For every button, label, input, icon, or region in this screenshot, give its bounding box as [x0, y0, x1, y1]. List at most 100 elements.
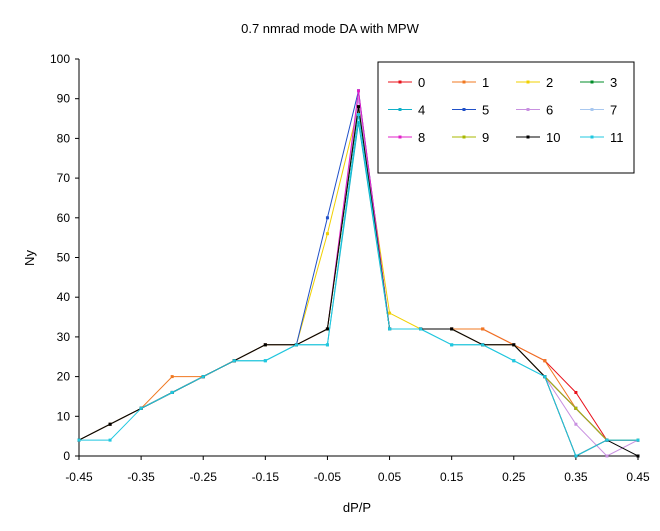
legend-label: 11 — [610, 130, 624, 145]
y-axis-label: Ny — [22, 250, 37, 266]
legend-swatch-marker — [590, 108, 594, 111]
legend-label: 9 — [482, 130, 489, 145]
data-point — [574, 406, 578, 410]
legend-label: 0 — [418, 75, 425, 90]
data-point — [108, 438, 112, 442]
legend-item-3: 3 — [580, 75, 617, 90]
data-point — [357, 97, 360, 101]
data-point — [263, 359, 267, 363]
x-axis-label: dP/P — [343, 500, 371, 515]
legend-swatch-marker — [526, 135, 530, 139]
legend-item-4: 4 — [388, 103, 425, 118]
data-point — [77, 438, 81, 442]
data-point — [357, 121, 360, 125]
x-tick-label: -0.25 — [190, 470, 218, 484]
legend-item-8: 8 — [388, 130, 425, 145]
legend-label: 5 — [482, 103, 489, 118]
legend-swatch-marker — [526, 80, 530, 84]
legend-label: 1 — [482, 75, 489, 90]
data-point — [108, 422, 112, 426]
data-point — [450, 327, 454, 331]
data-point — [574, 422, 578, 426]
legend-label: 6 — [546, 103, 553, 118]
legend-swatch-marker — [398, 108, 402, 111]
x-tick-label: -0.15 — [252, 470, 280, 484]
data-point — [294, 343, 298, 347]
legend-item-0: 0 — [388, 75, 425, 90]
legend-item-5: 5 — [452, 103, 489, 118]
data-point — [357, 89, 360, 93]
data-point — [263, 343, 267, 347]
x-tick-label: -0.35 — [127, 470, 155, 484]
data-point — [574, 390, 578, 394]
chart-title: 0.7 nmrad mode DA with MPW — [241, 21, 419, 36]
legend: 0 1 2 3 4 5 6 7 8 9 10 11 — [377, 61, 635, 174]
data-point — [170, 390, 174, 394]
data-point — [419, 327, 423, 331]
y-tick-label: 10 — [57, 409, 71, 423]
legend-swatch-marker — [398, 135, 402, 139]
x-tick-label: 0.35 — [564, 470, 588, 484]
x-tick-label: 0.05 — [378, 470, 402, 484]
data-point — [512, 359, 516, 363]
legend-label: 4 — [418, 103, 425, 118]
legend-swatch-marker — [398, 80, 402, 84]
data-point — [543, 359, 547, 363]
data-point — [574, 454, 578, 458]
data-point — [605, 454, 609, 458]
legend-label: 3 — [610, 75, 617, 90]
legend-item-9: 9 — [452, 130, 489, 145]
y-tick-label: 30 — [57, 330, 71, 344]
legend-item-2: 2 — [516, 75, 553, 90]
data-point — [481, 327, 485, 331]
data-point — [388, 327, 392, 331]
legend-item-11: 11 — [580, 130, 624, 145]
data-point — [139, 406, 143, 410]
y-tick-label: 40 — [57, 290, 71, 304]
legend-swatch-marker — [590, 135, 594, 139]
x-tick-label: -0.45 — [65, 470, 93, 484]
legend-swatch-marker — [462, 135, 466, 139]
y-tick-label: 20 — [57, 370, 71, 384]
legend-box — [377, 61, 635, 174]
legend-swatch-marker — [462, 108, 466, 111]
legend-item-6: 6 — [516, 103, 553, 118]
legend-item-7: 7 — [580, 103, 617, 118]
data-point — [325, 232, 329, 236]
data-point — [357, 105, 360, 109]
data-point — [450, 343, 454, 347]
data-point — [325, 216, 329, 220]
y-tick-label: 100 — [50, 52, 70, 66]
legend-label: 2 — [546, 75, 553, 90]
x-tick-label: 0.25 — [502, 470, 526, 484]
y-tick-label: 90 — [57, 92, 71, 106]
x-tick-label: 0.45 — [626, 470, 650, 484]
data-point — [636, 438, 640, 442]
legend-item-1: 1 — [452, 75, 489, 90]
legend-swatch-marker — [526, 108, 530, 111]
legend-item-10: 10 — [516, 130, 560, 145]
x-tick-label: 0.15 — [440, 470, 464, 484]
data-point — [512, 343, 516, 347]
legend-label: 8 — [418, 130, 425, 145]
data-point — [201, 375, 205, 379]
data-point — [325, 343, 329, 347]
data-point — [388, 311, 392, 315]
data-point — [543, 375, 547, 379]
legend-label: 7 — [610, 103, 617, 118]
series-11 — [77, 113, 640, 458]
data-point — [636, 454, 640, 458]
plot-area: 0 10 20 30 40 50 60 70 80 90 100 -0.45 -0.35 -0.25 -0.… — [50, 52, 650, 484]
data-point — [481, 343, 485, 347]
legend-swatch-marker — [462, 80, 466, 84]
data-point — [325, 327, 329, 331]
y-tick-label: 60 — [57, 211, 71, 225]
y-tick-label: 50 — [57, 251, 71, 265]
legend-swatch-marker — [590, 80, 594, 84]
y-tick-label: 80 — [57, 131, 71, 145]
data-point — [605, 438, 609, 442]
x-tick-label: -0.05 — [314, 470, 342, 484]
y-tick-label: 70 — [57, 171, 71, 185]
data-point — [357, 113, 360, 117]
